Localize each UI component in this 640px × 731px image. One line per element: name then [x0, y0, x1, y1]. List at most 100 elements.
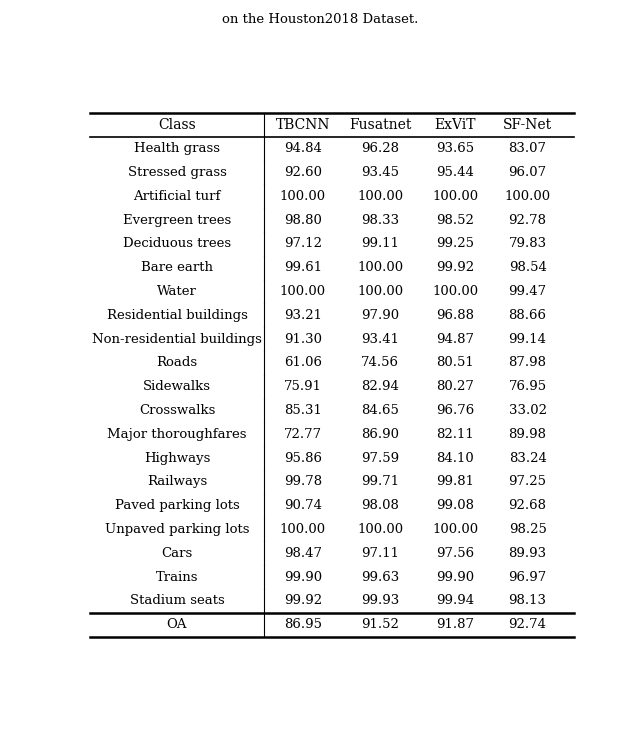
- Text: 80.51: 80.51: [436, 357, 474, 369]
- Text: Railways: Railways: [147, 475, 207, 488]
- Text: 96.88: 96.88: [436, 308, 474, 322]
- Text: 76.95: 76.95: [509, 380, 547, 393]
- Text: 83.24: 83.24: [509, 452, 547, 465]
- Text: 97.56: 97.56: [436, 547, 474, 560]
- Text: 84.65: 84.65: [361, 404, 399, 417]
- Text: Fusatnet: Fusatnet: [349, 118, 412, 132]
- Text: 98.13: 98.13: [509, 594, 547, 607]
- Text: 80.27: 80.27: [436, 380, 474, 393]
- Text: ExViT: ExViT: [435, 118, 476, 132]
- Text: 96.76: 96.76: [436, 404, 474, 417]
- Text: Major thoroughfares: Major thoroughfares: [108, 428, 246, 441]
- Text: Cars: Cars: [161, 547, 193, 560]
- Text: 93.41: 93.41: [361, 333, 399, 346]
- Text: 92.78: 92.78: [509, 213, 547, 227]
- Text: 99.81: 99.81: [436, 475, 474, 488]
- Text: Highways: Highways: [144, 452, 210, 465]
- Text: 98.25: 98.25: [509, 523, 547, 536]
- Text: 100.00: 100.00: [357, 285, 403, 298]
- Text: Unpaved parking lots: Unpaved parking lots: [105, 523, 249, 536]
- Text: 99.47: 99.47: [509, 285, 547, 298]
- Text: 98.54: 98.54: [509, 261, 547, 274]
- Text: 98.08: 98.08: [361, 499, 399, 512]
- Text: Non-residential buildings: Non-residential buildings: [92, 333, 262, 346]
- Text: 89.98: 89.98: [509, 428, 547, 441]
- Text: 94.84: 94.84: [284, 143, 322, 155]
- Text: 87.98: 87.98: [509, 357, 547, 369]
- Text: 93.65: 93.65: [436, 143, 474, 155]
- Text: 99.63: 99.63: [361, 570, 399, 583]
- Text: 100.00: 100.00: [357, 261, 403, 274]
- Text: 91.30: 91.30: [284, 333, 322, 346]
- Text: Evergreen trees: Evergreen trees: [123, 213, 231, 227]
- Text: 95.44: 95.44: [436, 166, 474, 179]
- Text: 100.00: 100.00: [280, 523, 326, 536]
- Text: Stadium seats: Stadium seats: [129, 594, 225, 607]
- Text: SF-Net: SF-Net: [503, 118, 552, 132]
- Text: 99.11: 99.11: [361, 238, 399, 251]
- Text: 93.45: 93.45: [361, 166, 399, 179]
- Text: 90.74: 90.74: [284, 499, 322, 512]
- Text: 89.93: 89.93: [509, 547, 547, 560]
- Text: 74.56: 74.56: [361, 357, 399, 369]
- Text: 88.66: 88.66: [509, 308, 547, 322]
- Text: 100.00: 100.00: [504, 190, 550, 202]
- Text: 91.87: 91.87: [436, 618, 474, 631]
- Text: 95.86: 95.86: [284, 452, 322, 465]
- Text: 99.92: 99.92: [436, 261, 474, 274]
- Text: 99.78: 99.78: [284, 475, 322, 488]
- Text: Water: Water: [157, 285, 197, 298]
- Text: OA: OA: [166, 618, 188, 631]
- Text: 97.25: 97.25: [509, 475, 547, 488]
- Text: 98.52: 98.52: [436, 213, 474, 227]
- Text: 93.21: 93.21: [284, 308, 322, 322]
- Text: Roads: Roads: [156, 357, 198, 369]
- Text: 99.25: 99.25: [436, 238, 474, 251]
- Text: Artificial turf: Artificial turf: [133, 190, 221, 202]
- Text: 99.94: 99.94: [436, 594, 474, 607]
- Text: 75.91: 75.91: [284, 380, 322, 393]
- Text: 72.77: 72.77: [284, 428, 322, 441]
- Text: 61.06: 61.06: [284, 357, 322, 369]
- Text: Sidewalks: Sidewalks: [143, 380, 211, 393]
- Text: 97.11: 97.11: [361, 547, 399, 560]
- Text: 100.00: 100.00: [432, 190, 478, 202]
- Text: Stressed grass: Stressed grass: [127, 166, 227, 179]
- Text: 82.94: 82.94: [361, 380, 399, 393]
- Text: on the Houston2018 Dataset.: on the Houston2018 Dataset.: [222, 13, 418, 26]
- Text: 98.80: 98.80: [284, 213, 322, 227]
- Text: Health grass: Health grass: [134, 143, 220, 155]
- Text: TBCNN: TBCNN: [275, 118, 330, 132]
- Text: 100.00: 100.00: [432, 523, 478, 536]
- Text: Residential buildings: Residential buildings: [106, 308, 248, 322]
- Text: 97.90: 97.90: [361, 308, 399, 322]
- Text: Deciduous trees: Deciduous trees: [123, 238, 231, 251]
- Text: 92.60: 92.60: [284, 166, 322, 179]
- Text: 99.90: 99.90: [284, 570, 322, 583]
- Text: 96.97: 96.97: [508, 570, 547, 583]
- Text: 99.71: 99.71: [361, 475, 399, 488]
- Text: Paved parking lots: Paved parking lots: [115, 499, 239, 512]
- Text: 94.87: 94.87: [436, 333, 474, 346]
- Text: Crosswalks: Crosswalks: [139, 404, 215, 417]
- Text: 92.74: 92.74: [509, 618, 547, 631]
- Text: 99.14: 99.14: [509, 333, 547, 346]
- Text: 99.93: 99.93: [361, 594, 399, 607]
- Text: 97.12: 97.12: [284, 238, 322, 251]
- Text: Bare earth: Bare earth: [141, 261, 213, 274]
- Text: 84.10: 84.10: [436, 452, 474, 465]
- Text: 100.00: 100.00: [357, 190, 403, 202]
- Text: 86.90: 86.90: [361, 428, 399, 441]
- Text: 99.08: 99.08: [436, 499, 474, 512]
- Text: 85.31: 85.31: [284, 404, 322, 417]
- Text: 99.90: 99.90: [436, 570, 474, 583]
- Text: 100.00: 100.00: [432, 285, 478, 298]
- Text: 82.11: 82.11: [436, 428, 474, 441]
- Text: 97.59: 97.59: [361, 452, 399, 465]
- Text: Trains: Trains: [156, 570, 198, 583]
- Text: 96.28: 96.28: [361, 143, 399, 155]
- Text: 83.07: 83.07: [509, 143, 547, 155]
- Text: 98.47: 98.47: [284, 547, 322, 560]
- Text: 100.00: 100.00: [357, 523, 403, 536]
- Text: 100.00: 100.00: [280, 190, 326, 202]
